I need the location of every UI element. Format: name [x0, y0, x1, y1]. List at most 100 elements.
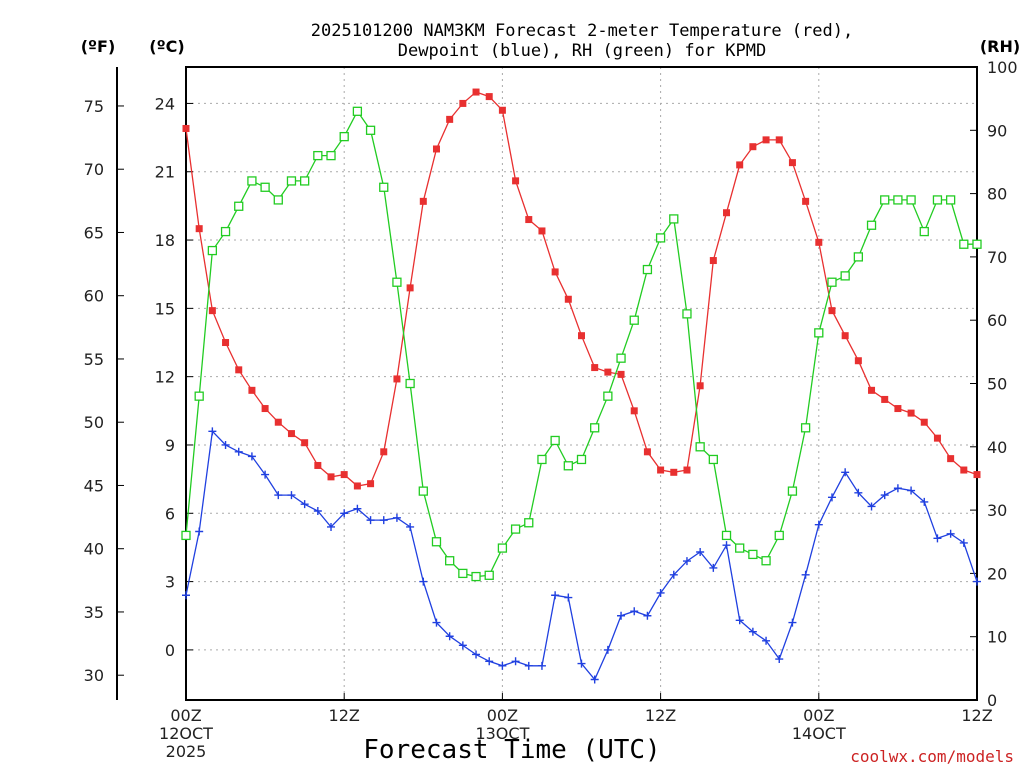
- x-tick-label: 12Z: [645, 706, 676, 725]
- celsius-tick-label: 3: [165, 573, 175, 592]
- rh-point: [708, 454, 718, 465]
- dewpoint-point: [366, 516, 375, 525]
- temperature-point: [274, 418, 282, 426]
- rh-point: [814, 328, 824, 338]
- rh-point: [827, 277, 837, 287]
- x-tick-year: 2025: [166, 742, 207, 761]
- temperature-point: [709, 257, 717, 265]
- temperature-point: [973, 471, 981, 479]
- rh-point: [669, 214, 679, 224]
- dewpoint-point: [287, 491, 296, 500]
- temperature-point: [287, 430, 295, 438]
- rh-tick-label: 70: [987, 248, 1007, 267]
- temperature-point: [907, 409, 915, 417]
- plot-frame: [185, 66, 978, 701]
- dewpoint-point: [221, 440, 230, 449]
- temperature-point: [248, 386, 256, 394]
- rh-point: [537, 454, 547, 465]
- temperature-point: [446, 115, 454, 123]
- temperature-point: [564, 295, 572, 303]
- temperature-point: [327, 473, 335, 481]
- dewpoint-point: [551, 591, 560, 600]
- rh-point: [313, 150, 323, 161]
- rh-point: [497, 543, 508, 553]
- temperature-point: [261, 405, 269, 413]
- rh-point: [431, 537, 442, 547]
- dewpoint-line: [185, 429, 978, 681]
- rh-point: [273, 195, 283, 205]
- dewpoint-point: [511, 657, 520, 666]
- dewpoint-point: [643, 611, 652, 620]
- temperature-point: [775, 136, 783, 144]
- fahrenheit-tick-label: 60: [84, 287, 104, 306]
- fahrenheit-tick-label: 45: [84, 476, 104, 495]
- rh-point: [247, 176, 257, 186]
- dewpoint-point: [445, 632, 454, 641]
- temperature-point: [868, 386, 876, 394]
- rh-tick-label: 30: [987, 501, 1007, 520]
- rh-point: [510, 524, 521, 534]
- dewpoint-point: [880, 491, 889, 500]
- rh-point: [906, 195, 916, 205]
- x-tick-label: 00Z: [170, 706, 201, 725]
- rh-point: [880, 195, 890, 205]
- dewpoint-point: [261, 470, 270, 479]
- temperature-point: [380, 448, 388, 456]
- temperature-point: [367, 480, 375, 488]
- rh-point: [945, 195, 956, 205]
- dewpoint-point: [801, 570, 810, 579]
- temperature-point: [419, 197, 427, 205]
- dewpoint-point: [841, 468, 850, 477]
- temperature-point: [815, 238, 823, 246]
- rh-point: [959, 239, 969, 249]
- temperature-point: [749, 143, 757, 151]
- temperature-point: [670, 468, 678, 476]
- rh-point: [616, 353, 626, 363]
- dewpoint-point: [920, 497, 929, 506]
- rh-point: [919, 226, 929, 237]
- dewpoint-point: [959, 538, 968, 547]
- celsius-tick-label: 21: [155, 163, 175, 182]
- celsius-tick-label: 18: [155, 231, 175, 250]
- dewpoint-point: [709, 563, 718, 572]
- dewpoint-point: [907, 486, 916, 495]
- dewpoint-point: [893, 484, 902, 493]
- rh-point: [379, 182, 389, 192]
- axes: 0 3 6 9 12 15 18 21 24 30 35 40 45 50 55 60 65 70 75 0 10 20 3…: [84, 58, 1018, 710]
- temperature-point: [617, 370, 625, 378]
- temperature-point: [643, 448, 651, 456]
- dewpoint-point: [722, 541, 731, 550]
- temperature-point: [485, 93, 493, 101]
- rh-point: [524, 518, 534, 528]
- rh-point: [576, 454, 587, 465]
- dewpoint-point: [696, 547, 705, 556]
- rh-point: [972, 239, 982, 249]
- dewpoint-point: [419, 577, 428, 586]
- x-tick-date: 13OCT: [475, 724, 529, 743]
- celsius-tick-label: 0: [165, 641, 175, 660]
- rh-point: [893, 195, 903, 205]
- x-tick-label: 12Z: [961, 706, 992, 725]
- dewpoint-point: [775, 655, 784, 664]
- rh-tick-label: 60: [987, 311, 1007, 330]
- rh-point: [445, 556, 455, 566]
- rh-point: [365, 125, 376, 135]
- dewpoint-point: [762, 636, 771, 645]
- fahrenheit-tick-label: 35: [84, 603, 104, 622]
- x-tick-date: 14OCT: [792, 724, 846, 743]
- dewpoint-point: [432, 618, 441, 627]
- rh-point: [800, 423, 811, 433]
- temperature-point: [591, 364, 599, 372]
- rh-point: [853, 252, 863, 262]
- temperature-point: [498, 106, 506, 114]
- temperature-point: [696, 382, 704, 390]
- x-tick-date: 12OCT: [159, 724, 213, 743]
- dewpoint-point: [564, 593, 573, 602]
- temperature-point: [195, 225, 203, 233]
- dewpoint-point: [748, 627, 757, 636]
- rh-tick-label: 40: [987, 438, 1007, 457]
- temperature-point: [208, 307, 216, 315]
- dewpoint-point: [182, 591, 190, 600]
- temperature-point: [828, 307, 836, 315]
